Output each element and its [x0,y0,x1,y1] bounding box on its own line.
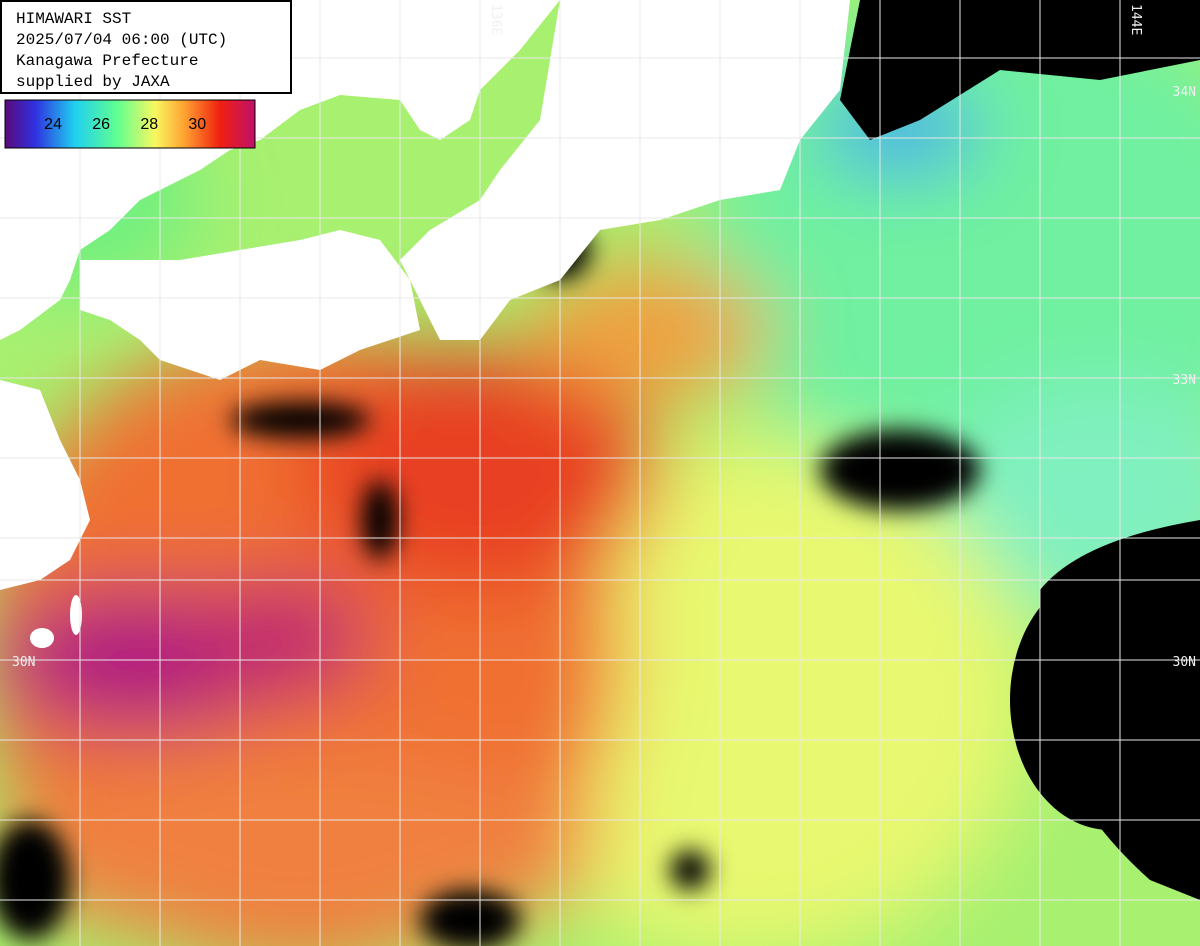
latitude-label: 33N [1173,373,1196,388]
header-box [0,0,292,94]
colorbar-tick-label: 26 [92,116,110,133]
colorbar-tick-label: 28 [140,116,158,133]
header-line: 2025/07/04 06:00 (UTC) [16,31,227,49]
longitude-label: 136E [488,4,503,35]
header-line: Kanagawa Prefecture [16,52,198,70]
longitude-label: 144E [1128,4,1143,35]
colorbar-tick-label: 24 [44,116,62,133]
header-line: HIMAWARI SST [16,10,131,28]
latitude-label: 34N [1173,85,1196,100]
colorbar-tick-label: 30 [188,116,206,133]
header-line: supplied by JAXA [16,73,170,91]
colorbar [4,99,256,149]
latitude-label: 30N [12,655,35,670]
latitude-label: 30N [1173,655,1196,670]
